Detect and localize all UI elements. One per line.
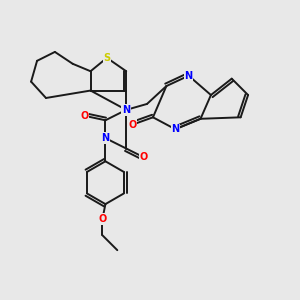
Text: O: O [80,111,89,121]
Text: N: N [101,133,110,143]
Text: S: S [103,53,110,63]
Text: N: N [184,71,193,81]
Text: N: N [122,105,130,115]
Text: O: O [140,152,148,162]
Text: O: O [128,120,136,130]
Text: N: N [171,124,179,134]
Text: O: O [98,214,106,224]
